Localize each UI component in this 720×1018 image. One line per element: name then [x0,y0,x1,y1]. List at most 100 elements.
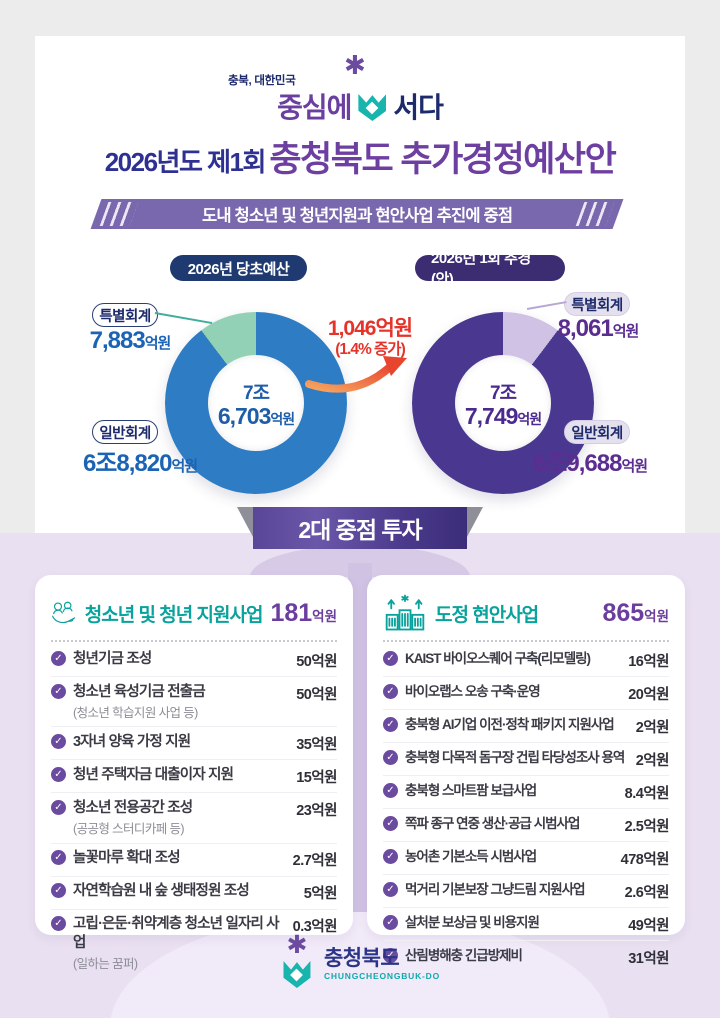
item-amount: 5억원 [303,886,338,903]
item-amount: 8.4억원 [624,785,670,802]
item-amount: 2.5억원 [624,818,670,835]
card-projects-amount: 865억원 [602,599,669,628]
label-before-general: 일반회계 [92,420,158,444]
amount-before-special-value: 7,883 [89,327,146,354]
amount-after-special-value: 8,061 [557,315,614,342]
list-item: ✓ 충북형 AI기업 이전·정착 패키지 지원사업 2억원 [383,710,670,743]
dotted-divider [51,640,337,642]
label-after-general: 일반회계 [564,420,630,444]
title-main: 충청북도 추가경정예산안 [269,140,616,179]
amount-before-special-unit: 억원 [144,335,172,352]
card-projects: 도정 현안사업 865억원 ✓ KAIST 바이오스퀘어 구축(리모델링) 16… [367,575,685,967]
change-amount: 1,046억원 [327,317,413,340]
list-item: ✓ 살처분 보상금 및 비용지원 49억원 [383,908,669,941]
check-icon: ✓ [51,650,66,666]
list-item: ✓ 충북형 스마트팜 보급사업 8.4억원 [383,776,670,809]
item-amount: 15억원 [296,769,337,786]
subtitle-banner: 도내 청소년 및 청년지원과 현안사업 추진에 중점 [90,199,624,229]
slogan-left: 중심에 [277,92,352,123]
list-item: ✓ 농어촌 기본소득 시범사업 478억원 [383,842,670,875]
list-item: ✓ 놀꽃마루 확대 조성 2.7억원 [51,844,338,877]
item-label: 놀꽃마루 확대 조성 [73,850,181,867]
item-label: 청년 주택자금 대출이자 지원 [73,766,234,783]
card-youth-title: 청소년 및 청년 지원사업 [84,604,264,626]
check-icon: ✓ [383,815,398,831]
card-projects-title: 도정 현안사업 [435,604,539,626]
check-icon: ✓ [51,766,66,782]
item-amount: 23억원 [296,802,337,819]
item-amount: 49억원 [628,917,669,934]
donut-after-center-line2: 7,749억원 [464,403,542,429]
item-amount: 16억원 [628,653,669,670]
bottom-section: 청소년 및 청년 지원사업 181억원 ✓ 청년기금 조성 50억원 ✓ 청소년… [0,533,720,1018]
check-icon: ✓ [383,749,398,765]
province-logo-icon: ✱ [280,933,314,992]
donut-before-center-line2: 6,703억원 [217,403,295,429]
title-prefix: 2026년도 제1회 [104,147,267,177]
donut-before-center-line1: 7조 [242,383,270,404]
amount-after-general: 6조9,688억원 [490,443,690,478]
check-icon: ✓ [51,799,66,815]
item-amount: 2억원 [635,752,670,769]
item-label: 먹거리 기본보장 그냥드림 지원사업 [405,881,586,897]
check-icon: ✓ [383,683,398,699]
amount-before-special: 7,883억원 [40,327,220,355]
amount-after-general-value: 6조9,688 [532,450,622,477]
item-label: KAIST 바이오스퀘어 구축(리모델링) [405,650,591,666]
check-icon: ✓ [51,850,66,866]
item-amount: 50억원 [296,653,337,670]
list-item: ✓ 고립·은둔·취약계층 청소년 일자리 사업 (일하는 꿈퍼) 0.3억원 [51,910,338,978]
donut-before-ring: 7조 6,703억원 [165,312,347,494]
check-icon: ✓ [383,650,398,666]
check-icon: ✓ [383,914,398,930]
people-hand-icon [52,601,76,624]
donut-before-center: 7조 6,703억원 [208,355,304,451]
footer-logo: ✱ 충청북도 CHUNGCHEONGBUK-DO [0,933,720,992]
card-youth-amount: 181억원 [270,599,337,628]
label-before-special: 특별회계 [92,303,158,327]
amount-before-general: 6조8,820억원 [40,443,240,478]
change-percent: (1.4% 증가) [335,341,405,358]
donut-after-center: 7조 7,749억원 [455,355,551,451]
item-label: 충북형 스마트팜 보급사업 [405,782,537,798]
list-item: ✓ 산림병해충 긴급방제비 31억원 [383,941,669,973]
item-label: 고립·은둔·취약계층 청소년 일자리 사업 [73,916,280,951]
item-label: 농어촌 기본소득 시범사업 [405,848,537,864]
list-item: ✓ 충북형 다목적 돔구장 건립 타당성조사 용역 2억원 [383,743,670,776]
item-amount: 2.7억원 [292,853,338,870]
footer-text: 충청북도 CHUNGCHEONGBUK-DO [324,947,440,980]
flower-icon: ✱ [344,50,366,80]
building-growth-icon [385,594,425,631]
list-item: ✓ 쪽파 종구 연중 생산·공급 시범사업 2.5억원 [383,809,670,842]
item-label: 산림병해충 긴급방제비 [405,947,523,963]
item-label: 살처분 보상금 및 비용지원 [405,914,540,930]
list-item: ✓ 청년 주택자금 대출이자 지원 15억원 [51,760,337,794]
card-youth: 청소년 및 청년 지원사업 181억원 ✓ 청년기금 조성 50억원 ✓ 청소년… [35,575,353,971]
donut-after-center-value: 7,749 [464,403,519,429]
item-label: 청소년 전용공간 조성 [73,799,193,816]
list-item: ✓ KAIST 바이오스퀘어 구축(리모델링) 16억원 [383,644,669,677]
item-label: 청년기금 조성 [73,650,152,667]
check-icon: ✓ [383,782,398,798]
item-amount: 0.3억원 [292,919,338,936]
item-amount: 31억원 [628,950,669,967]
card-youth-amount-value: 181 [270,598,313,627]
item-label: 바이오랩스 오송 구축·운영 [405,683,541,699]
increase-arrow-icon [305,356,407,393]
check-icon: ✓ [383,716,398,732]
item-amount: 2.6억원 [624,884,670,901]
donut-before-center-unit: 억원 [270,411,295,427]
card-projects-amount-value: 865 [602,598,645,627]
item-label: 자연학습원 내 숲 생태정원 조성 [73,883,250,900]
dotted-divider [383,640,669,642]
check-icon: ✓ [51,916,66,932]
list-item: ✓ 청소년 전용공간 조성 (공공형 스터디카페 등) 23억원 [51,793,337,844]
item-label: 3자녀 양육 가정 지원 [73,733,191,750]
item-amount: 35억원 [296,736,337,753]
donut-before-center-value: 6,703 [217,403,272,429]
item-sublabel: (공공형 스터디카페 등) [73,822,185,837]
check-icon: ✓ [383,881,398,897]
item-label: 충북형 다목적 돔구장 건립 타당성조사 용역 [405,749,625,765]
donut-after-center-unit: 억원 [517,411,542,427]
slogan-right: 서다 [393,92,444,123]
